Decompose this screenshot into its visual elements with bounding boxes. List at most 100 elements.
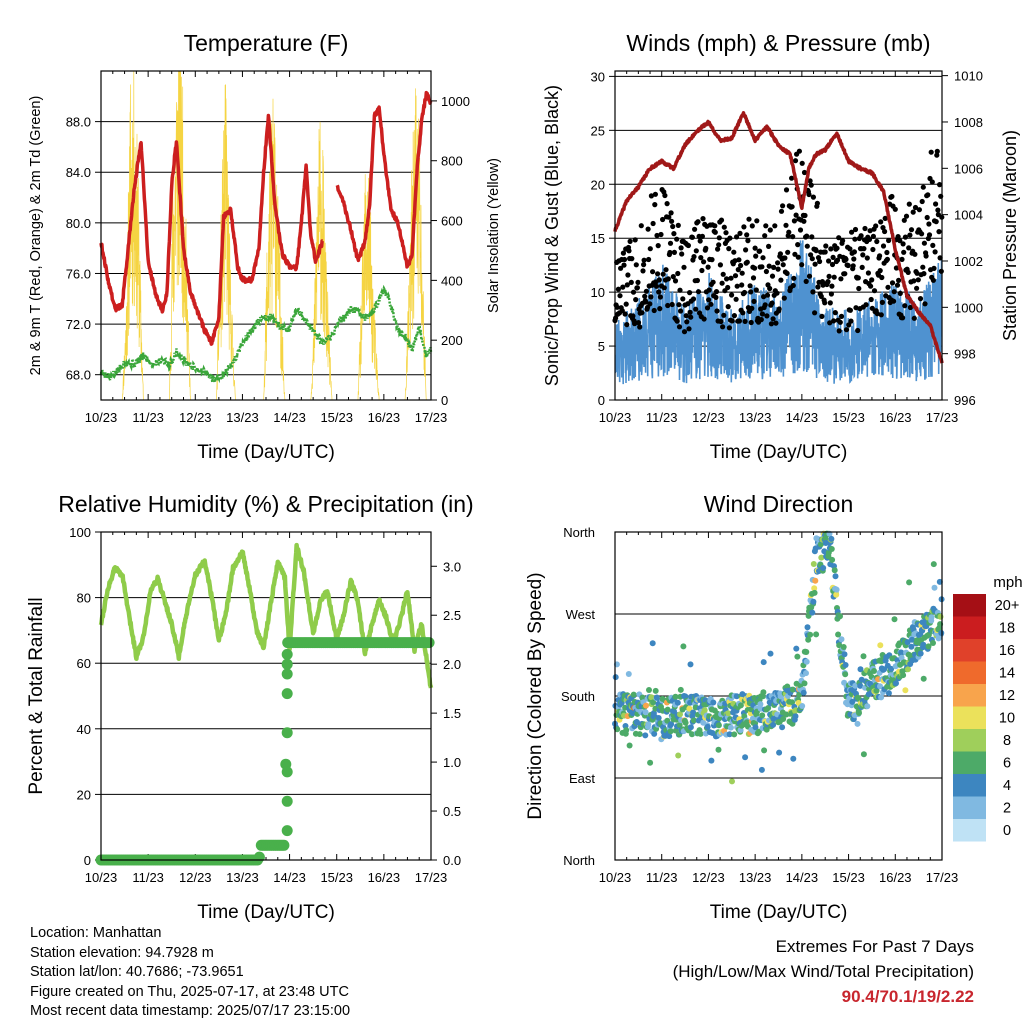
- gust-point: [712, 223, 718, 229]
- gust-point: [695, 219, 701, 225]
- gust-point: [784, 270, 790, 276]
- gust-point: [911, 278, 917, 284]
- gust-point: [801, 218, 807, 224]
- gust-point: [718, 217, 725, 223]
- gust-point: [632, 321, 638, 327]
- gust-point: [757, 248, 763, 254]
- gust-point: [672, 278, 679, 284]
- gust-point: [742, 318, 748, 324]
- gust-point: [741, 224, 747, 230]
- x-tick-label: 16/23: [879, 410, 912, 425]
- gust-point: [906, 245, 912, 251]
- gust-point: [919, 198, 925, 205]
- gust-point: [877, 253, 883, 259]
- gust-point: [656, 277, 662, 283]
- direction-point: [792, 713, 799, 720]
- gust-point: [822, 300, 828, 306]
- x-tick-label: 12/23: [179, 410, 212, 425]
- gust-point: [838, 276, 844, 282]
- gust-point: [806, 191, 812, 198]
- direction-point: [645, 721, 652, 728]
- extremes-values: 90.4/70.1/19/2.22: [841, 987, 974, 1006]
- gust-point: [780, 203, 786, 209]
- gust-point: [647, 246, 653, 252]
- figure-canvas: Temperature (F) Time (Day/UTC) 2m & 9m T (…: [26, 30, 1023, 923]
- gust-point: [804, 243, 810, 249]
- gust-point: [700, 216, 706, 222]
- legend-label: 8: [1003, 733, 1011, 749]
- gust-point: [758, 317, 764, 323]
- gust-point: [911, 315, 917, 321]
- gust-point: [735, 267, 741, 273]
- gust-point: [654, 232, 660, 239]
- gust-point: [930, 277, 937, 283]
- gust-point: [633, 297, 639, 303]
- precip-point: [281, 688, 293, 700]
- gust-point: [901, 249, 907, 255]
- direction-point: [893, 680, 899, 687]
- x-tick-label: 11/23: [132, 410, 164, 425]
- gust-point: [710, 279, 716, 285]
- direction-point: [625, 671, 632, 677]
- legend-swatch: [953, 819, 986, 842]
- y-tick-label: 68.0: [66, 368, 91, 383]
- direction-point: [767, 650, 774, 657]
- gust-point: [806, 273, 813, 279]
- direction-point: [649, 640, 656, 647]
- gust-point: [614, 304, 620, 310]
- gust-point: [729, 292, 735, 298]
- y-tick-label: 20: [77, 787, 91, 802]
- gust-point: [718, 318, 724, 325]
- gust-point: [679, 251, 685, 257]
- direction-point: [648, 694, 655, 701]
- gust-point: [822, 249, 828, 255]
- direction-point: [837, 613, 843, 620]
- direction-point: [842, 671, 849, 678]
- gust-point: [782, 255, 788, 261]
- direction-point: [784, 683, 791, 690]
- direction-point: [758, 766, 765, 773]
- gust-point: [885, 284, 891, 290]
- gust-point: [893, 265, 900, 271]
- gust-point: [914, 285, 920, 291]
- gust-point: [630, 289, 637, 295]
- direction-point: [666, 733, 673, 740]
- legend-label: 12: [999, 688, 1015, 704]
- gust-point: [901, 217, 907, 223]
- gust-point: [931, 265, 937, 271]
- direction-point: [690, 717, 697, 724]
- panel-title: Relative Humidity (%) & Precipitation (i…: [58, 491, 473, 517]
- series-wind: [615, 240, 942, 385]
- gust-point: [687, 309, 693, 315]
- direction-point: [864, 703, 871, 710]
- gust-point: [667, 249, 673, 256]
- series-wind-direction-points: [612, 530, 945, 785]
- gust-point: [645, 226, 651, 232]
- gust-point: [778, 277, 784, 283]
- direction-point: [938, 630, 945, 636]
- gust-point: [889, 193, 895, 200]
- gust-point: [618, 265, 624, 271]
- gust-point: [651, 307, 657, 314]
- gust-point: [903, 213, 910, 219]
- direction-point: [687, 724, 694, 731]
- direction-point: [820, 565, 827, 571]
- direction-point: [715, 746, 722, 753]
- gust-point: [746, 216, 752, 222]
- gust-point: [693, 306, 699, 312]
- y-tick-label: 10: [591, 285, 605, 300]
- gust-point: [734, 283, 740, 289]
- gust-point: [862, 225, 868, 232]
- direction-point: [759, 712, 766, 719]
- created-text: Figure created on Thu, 2025-07-17, at 23…: [30, 983, 349, 1000]
- gust-point: [897, 238, 903, 244]
- gust-point: [874, 238, 880, 245]
- gust-point: [620, 284, 626, 290]
- gust-point: [698, 255, 704, 261]
- direction-point: [811, 585, 818, 592]
- y-tick-label: North: [563, 853, 595, 868]
- gust-point: [938, 268, 944, 274]
- gust-point: [681, 329, 688, 335]
- x-tick-label: 17/23: [415, 410, 448, 425]
- x-tick-label: 15/23: [832, 410, 865, 425]
